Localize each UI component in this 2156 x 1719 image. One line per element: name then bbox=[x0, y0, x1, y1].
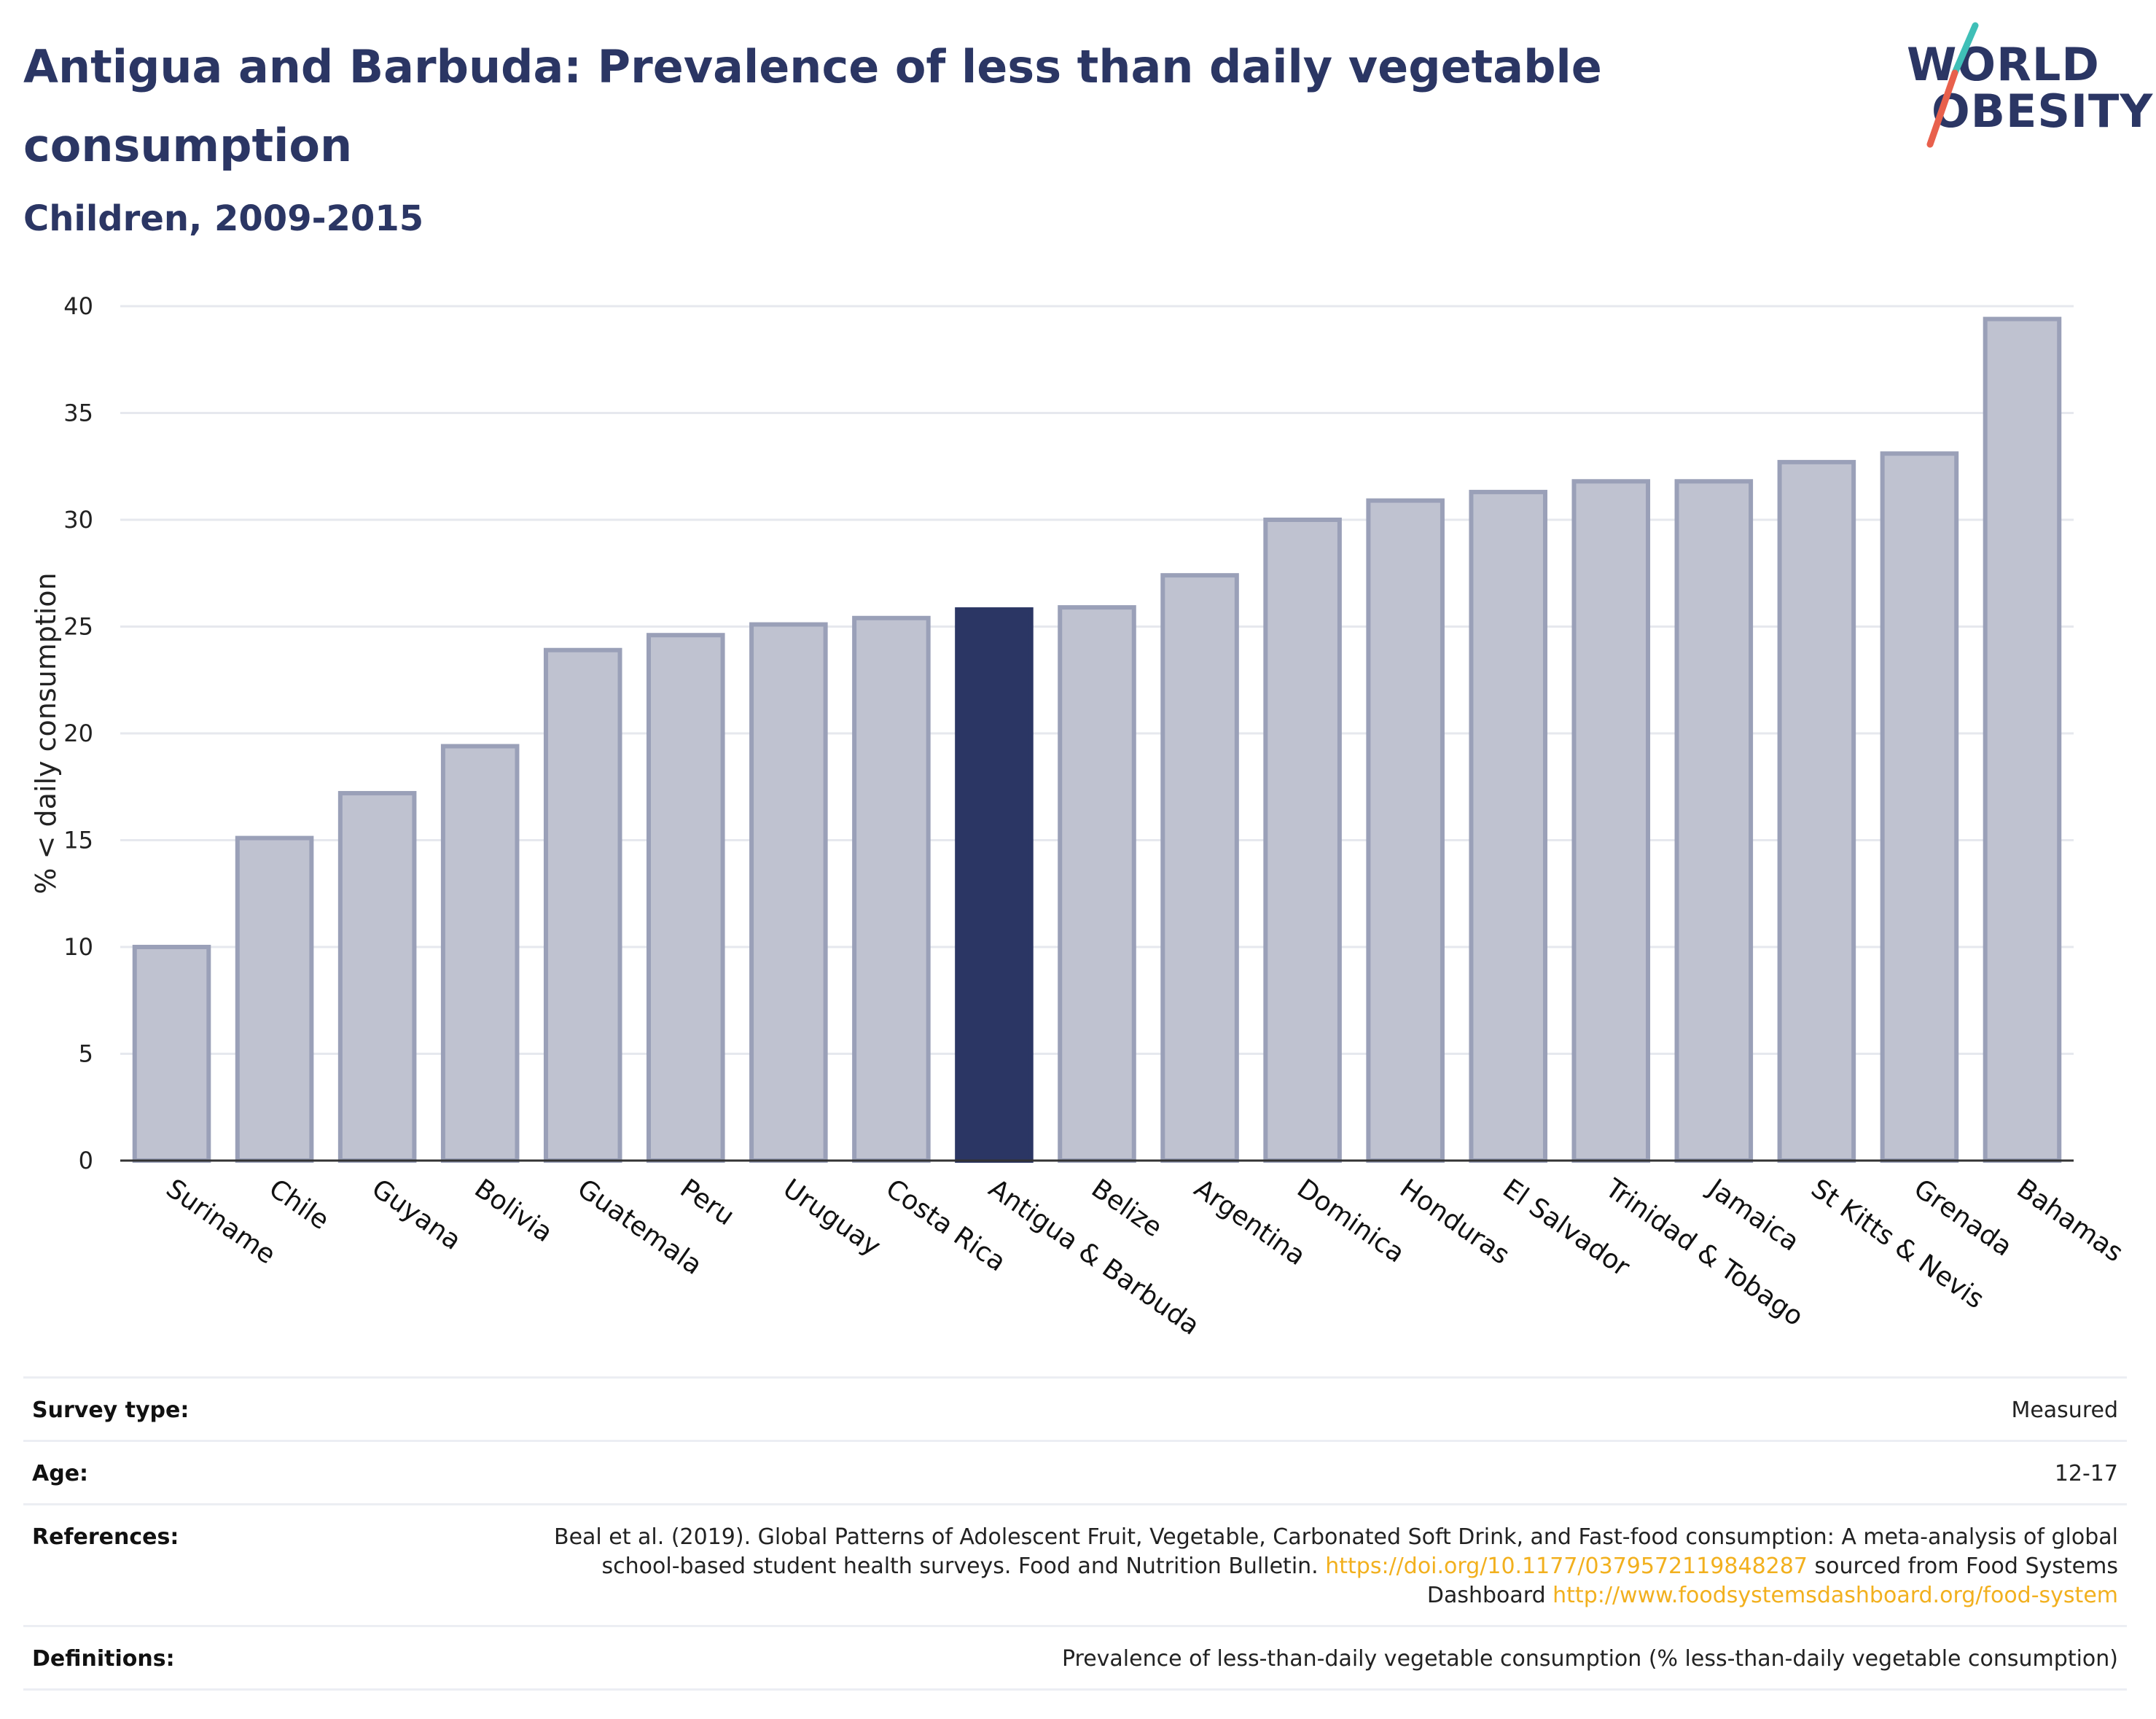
bar bbox=[1263, 518, 1342, 1163]
definitions-value: Prevalence of less-than-daily vegetable … bbox=[1061, 1646, 2118, 1672]
metadata-table: Survey type: Measured Age: 12-17 Referen… bbox=[23, 1376, 2127, 1691]
logo-line-2: OBESITY bbox=[1932, 85, 2154, 138]
dashboard-link[interactable]: http://www.foodsystemsdashboard.org/food… bbox=[1552, 1583, 2118, 1608]
y-tick-label: 0 bbox=[79, 1147, 93, 1174]
y-tick-label: 40 bbox=[63, 292, 93, 320]
x-tick-label: Suriname bbox=[160, 1174, 281, 1271]
page-subtitle: Children, 2009-2015 bbox=[23, 198, 424, 239]
definitions-row: Definitions: Prevalence of less-than-dai… bbox=[23, 1625, 2127, 1691]
references-text-1: Beal et al. (2019). Global Patterns of A… bbox=[553, 1524, 2118, 1579]
x-tick-label: Honduras bbox=[1394, 1174, 1515, 1271]
age-value: 12-17 bbox=[2054, 1461, 2118, 1486]
age-row: Age: 12-17 bbox=[23, 1440, 2127, 1503]
y-tick-label: 10 bbox=[63, 933, 93, 961]
bar bbox=[1983, 316, 2062, 1163]
bar bbox=[1366, 498, 1445, 1163]
bar bbox=[1469, 489, 1547, 1163]
y-tick-label: 30 bbox=[63, 506, 93, 534]
bar bbox=[1058, 605, 1136, 1163]
age-label: Age: bbox=[32, 1461, 89, 1486]
bar bbox=[235, 835, 314, 1163]
world-obesity-logo: WORLD OBESITY bbox=[1902, 22, 2152, 153]
doi-link[interactable]: https://doi.org/10.1177/0379572119848287 bbox=[1325, 1554, 1808, 1579]
bar bbox=[1674, 479, 1754, 1163]
y-tick-label: 25 bbox=[63, 613, 93, 641]
x-tick-label: Peru bbox=[675, 1174, 740, 1232]
x-tick-label: Argentina bbox=[1189, 1174, 1311, 1271]
x-tick-label: Belize bbox=[1086, 1174, 1168, 1243]
bar bbox=[543, 647, 622, 1163]
y-tick-label: 35 bbox=[63, 399, 93, 427]
y-tick-label: 5 bbox=[79, 1040, 93, 1068]
references-row: References: Beal et al. (2019). Global P… bbox=[23, 1503, 2127, 1625]
x-tick-label: St Kitts & Nevis bbox=[1805, 1174, 1989, 1315]
bar bbox=[132, 945, 211, 1163]
survey-type-label: Survey type: bbox=[32, 1398, 190, 1423]
references-label: References: bbox=[32, 1524, 179, 1550]
x-tick-label: Guyana bbox=[366, 1174, 466, 1256]
references-text-2: sourced from Food Systems Dashboard bbox=[1426, 1554, 2118, 1608]
y-tick-label: 20 bbox=[63, 720, 93, 747]
logo-line-1: WORLD bbox=[1907, 38, 2100, 91]
bar bbox=[749, 622, 828, 1163]
y-axis-label: % < daily consumption bbox=[30, 572, 62, 894]
logo-slash-icon bbox=[1926, 22, 1979, 148]
x-tick-label: Bahamas bbox=[2011, 1174, 2128, 1268]
definitions-label: Definitions: bbox=[32, 1646, 175, 1672]
page-title: Antigua and Barbuda: Prevalence of less … bbox=[23, 40, 1602, 172]
bar bbox=[1571, 479, 1651, 1163]
bar bbox=[337, 791, 417, 1163]
bar bbox=[852, 615, 931, 1163]
y-tick-label: 15 bbox=[63, 827, 93, 854]
bar-highlighted bbox=[955, 607, 1034, 1163]
bar bbox=[1160, 573, 1239, 1163]
bars bbox=[132, 316, 2062, 1163]
bar bbox=[1777, 459, 1856, 1163]
bar bbox=[1880, 451, 1959, 1163]
x-tick-label: Chile bbox=[263, 1174, 334, 1236]
bar bbox=[440, 744, 520, 1163]
x-tick-label: Uruguay bbox=[778, 1174, 886, 1262]
survey-type-row: Survey type: Measured bbox=[23, 1376, 2127, 1440]
bar bbox=[647, 633, 725, 1163]
survey-type-value: Measured bbox=[2011, 1398, 2118, 1423]
x-tick-label: Dominica bbox=[1292, 1174, 1410, 1269]
x-tick-label: Bolivia bbox=[469, 1174, 558, 1248]
references-value: Beal et al. (2019). Global Patterns of A… bbox=[515, 1523, 2118, 1610]
